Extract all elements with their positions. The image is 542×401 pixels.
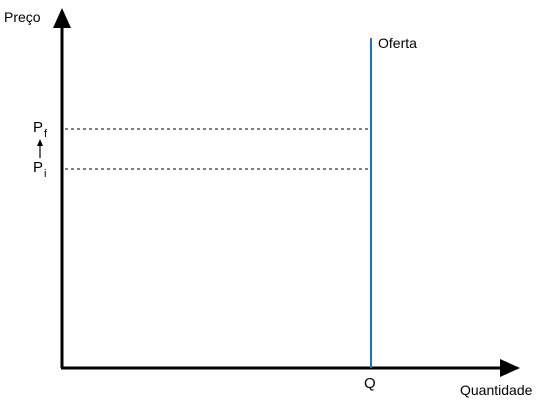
x-axis-arrowhead xyxy=(500,359,520,377)
price-final-subscript: f xyxy=(44,128,48,140)
quantity-label: Q xyxy=(364,375,376,392)
supply-label: Oferta xyxy=(378,35,417,51)
price-final-label: Pf xyxy=(33,119,47,140)
y-axis-arrowhead xyxy=(53,8,71,28)
price-final-letter: P xyxy=(33,119,44,136)
price-initial-label: Pi xyxy=(33,159,46,180)
x-axis-label: Quantidade xyxy=(460,382,533,398)
y-axis-label: Preço xyxy=(4,9,41,25)
price-initial-subscript: i xyxy=(44,168,47,180)
price-initial-letter: P xyxy=(33,159,44,176)
price-increase-arrowhead xyxy=(37,139,43,146)
